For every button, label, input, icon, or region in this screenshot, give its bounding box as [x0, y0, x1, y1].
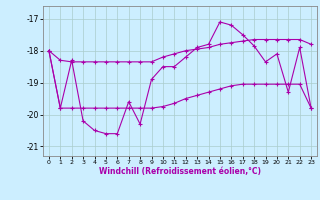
- X-axis label: Windchill (Refroidissement éolien,°C): Windchill (Refroidissement éolien,°C): [99, 167, 261, 176]
